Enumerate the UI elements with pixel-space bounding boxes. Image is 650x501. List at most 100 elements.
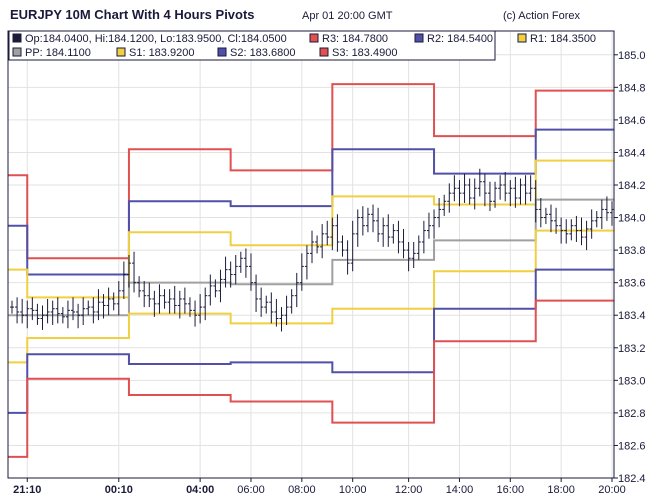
chart-credit: (c) Action Forex — [503, 10, 581, 22]
ohlc-bar — [238, 251, 243, 273]
ohlc-bar — [198, 294, 203, 324]
ohlc-bar — [193, 300, 198, 327]
ohlc-bar — [386, 214, 391, 247]
ohlc-bar — [137, 276, 142, 298]
ohlc-bar — [233, 255, 238, 285]
ohlc-bar — [498, 175, 503, 200]
ohlc-bar — [599, 199, 604, 229]
plot-frame — [7, 30, 615, 479]
pivot-line-s2 — [8, 268, 614, 414]
ohlc-bar — [360, 206, 365, 236]
x-tick-label: 12:00 — [395, 484, 423, 496]
y-tick-label: 183.2 — [618, 343, 646, 355]
ohlc-bar — [493, 181, 498, 208]
ohlc-bar — [487, 181, 492, 212]
ohlc-bar — [142, 281, 147, 308]
ohlc-bar — [187, 297, 192, 317]
legend-swatch-6 — [217, 47, 227, 57]
ohlc-bar — [30, 297, 35, 321]
ohlc-bar — [279, 307, 284, 332]
ohlc-bar — [299, 253, 304, 291]
ohlc-bar — [452, 175, 457, 202]
ohlc-bar — [152, 290, 157, 317]
chart-timestamp: Apr 01 20:00 GMT — [302, 10, 393, 22]
ohlc-bar — [416, 235, 421, 260]
ohlc-bar — [167, 289, 172, 314]
ohlc-bar — [35, 303, 40, 325]
ohlc-bar — [508, 180, 513, 207]
y-tick-label: 182.4 — [618, 473, 646, 485]
ohlc-bar — [340, 235, 345, 257]
ohlc-bar — [350, 220, 355, 272]
y-tick-label: 185.0 — [618, 50, 646, 62]
ohlc-bar — [447, 183, 452, 213]
y-tick-label: 184.4 — [618, 147, 646, 159]
legend-swatch-3 — [517, 33, 527, 43]
y-tick-label: 184.6 — [618, 115, 646, 127]
ohlc-bar — [604, 196, 609, 221]
ohlc-bar — [172, 285, 177, 314]
ohlc-bar — [528, 175, 533, 202]
y-tick-label: 183.4 — [618, 310, 646, 322]
y-tick-label: 182.6 — [618, 440, 646, 452]
ohlc-bar — [264, 295, 269, 314]
ohlc-bar — [538, 198, 543, 228]
ohlc-bar — [65, 300, 70, 329]
pivot-line-r3 — [8, 83, 614, 260]
ohlc-bar — [548, 204, 553, 233]
ohlc-bar — [269, 292, 274, 324]
ohlc-bar — [243, 248, 248, 278]
price-bars — [10, 168, 614, 332]
ohlc-bar — [401, 228, 406, 259]
legend-swatch-2 — [414, 33, 424, 43]
ohlc-bar — [457, 180, 462, 207]
y-tick-label: 184.8 — [618, 82, 646, 94]
ohlc-bar — [76, 303, 81, 329]
ohlc-bar — [513, 176, 518, 208]
legend-swatch-4 — [12, 47, 22, 57]
legend-label: S2: 183.6800 — [230, 47, 295, 59]
ohlc-bar — [437, 198, 442, 228]
ohlc-bar — [406, 241, 411, 272]
ohlc-bar — [594, 211, 599, 228]
ohlc-bar — [523, 175, 528, 205]
ohlc-bar — [182, 287, 187, 314]
ohlc-bar — [503, 171, 508, 202]
legend-label: PP: 184.1100 — [25, 47, 91, 59]
y-tick-label: 183.8 — [618, 245, 646, 257]
ohlc-bar — [411, 241, 416, 269]
ohlc-bar — [208, 274, 213, 306]
ohlc-bar — [96, 289, 101, 321]
ohlc-bar — [274, 298, 279, 327]
y-tick-label: 184.2 — [618, 180, 646, 192]
ohlc-bar — [248, 253, 253, 291]
ohlc-bar — [426, 212, 431, 239]
ohlc-bar — [20, 298, 25, 324]
ohlc-bar — [325, 220, 330, 246]
legend-label: R3: 184.7800 — [322, 33, 388, 45]
ohlc-bar — [132, 251, 137, 293]
ohlc-bar — [55, 297, 60, 324]
ohlc-bar — [391, 224, 396, 244]
x-tick-label: 04:00 — [186, 484, 214, 496]
ohlc-bar — [579, 217, 584, 246]
ohlc-bar — [365, 207, 370, 233]
ohlc-bar — [533, 180, 538, 223]
ohlc-bar — [91, 297, 96, 324]
ohlc-bar — [45, 298, 50, 324]
ohlc-bar — [116, 281, 121, 316]
ohlc-bar — [467, 178, 472, 205]
ohlc-bar — [559, 217, 564, 244]
ohlc-bar — [60, 307, 65, 324]
ohlc-bar — [345, 240, 350, 275]
ohlc-bar — [40, 305, 45, 330]
ohlc-bar — [310, 230, 314, 264]
ohlc-bar — [162, 289, 167, 309]
ohlc-bar — [371, 204, 376, 233]
legend-swatch-5 — [116, 47, 126, 57]
y-axis: 182.4 182.6 182.8 183.0 183.2 183.4 183.6 183.8… — [614, 50, 646, 485]
ohlc-bar — [421, 220, 426, 254]
ohlc-bar — [81, 297, 86, 325]
ohlc-bar — [381, 217, 386, 247]
legend-swatch-7 — [319, 47, 329, 57]
